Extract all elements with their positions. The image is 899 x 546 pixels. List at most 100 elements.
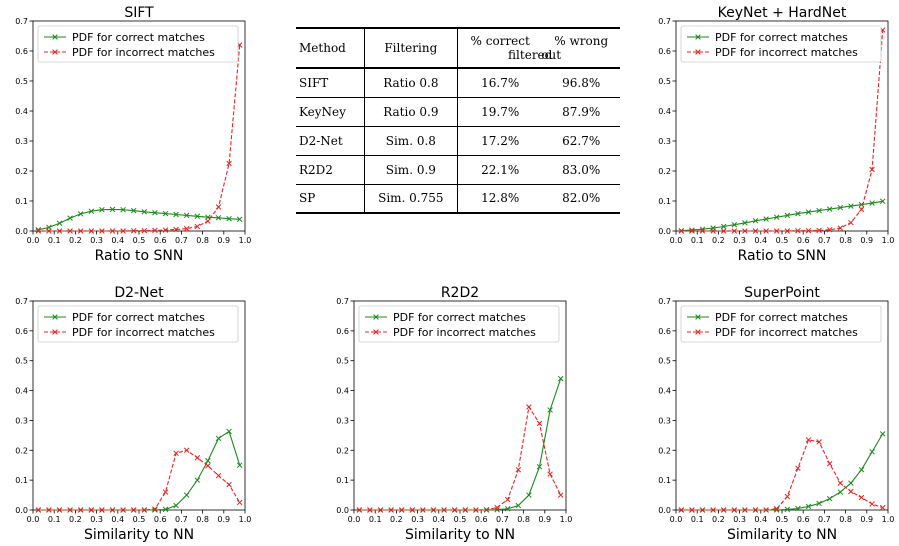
y-tick-label: 0.0	[15, 227, 28, 236]
legend-marker	[52, 329, 58, 335]
legend-item: PDF for incorrect matches	[687, 326, 858, 339]
data-point	[816, 439, 822, 445]
data-point	[67, 507, 73, 513]
y-tick-label: 0.4	[15, 387, 28, 396]
series-pdf-for-incorrect-matches	[678, 437, 886, 513]
series-line	[38, 430, 241, 511]
data-point	[205, 457, 211, 464]
x-tick-label: 0.2	[712, 515, 725, 524]
y-tick-label: 0.7	[658, 297, 671, 306]
data-point	[99, 507, 105, 513]
data-point	[152, 507, 158, 513]
x-tick-label: 0.7	[175, 236, 188, 245]
data-point	[152, 506, 158, 512]
legend-marker	[695, 34, 701, 40]
data-point	[152, 209, 158, 216]
cell-correct: 19.7%	[481, 104, 520, 119]
data-point	[88, 228, 95, 234]
data-point	[162, 227, 169, 233]
y-tick-label: 0.4	[658, 387, 671, 396]
legend-item: PDF for correct matches	[687, 311, 848, 324]
series-line	[38, 44, 241, 232]
y-tick-label: 0.7	[658, 17, 671, 26]
x-tick-label: 0.0	[348, 515, 361, 524]
legend-label: PDF for incorrect matches	[393, 326, 536, 339]
legend-label: PDF for incorrect matches	[715, 326, 858, 339]
data-point	[710, 228, 716, 234]
data-point	[699, 228, 706, 234]
x-tick-label: 0.5	[776, 515, 789, 524]
x-tick-label: 0.6	[154, 236, 167, 245]
header-wrong: % wrong out	[541, 28, 620, 68]
data-point	[130, 207, 137, 214]
cell-wrong: 87.9%	[562, 104, 601, 119]
data-point	[547, 471, 553, 477]
data-point	[388, 507, 394, 513]
header-filtering-text: Filtering	[384, 41, 438, 55]
data-point	[215, 204, 222, 210]
data-point	[858, 206, 865, 213]
data-point	[515, 502, 522, 509]
data-point	[226, 215, 232, 222]
x-axis-label: Similarity to NN	[727, 527, 837, 543]
x-tick-label: 0.1	[48, 515, 61, 524]
data-point	[752, 218, 759, 224]
chart-title: KeyNet + HardNet	[718, 5, 847, 21]
data-point	[710, 507, 716, 513]
x-tick-label: 0.8	[196, 515, 209, 524]
data-point	[205, 218, 211, 224]
data-point	[526, 492, 532, 498]
data-point	[56, 507, 63, 513]
data-point	[173, 226, 179, 233]
x-tick-label: 0.1	[369, 515, 382, 524]
data-point	[215, 215, 222, 221]
cell-correct: 17.2%	[481, 133, 520, 148]
y-tick-label: 0.2	[658, 167, 671, 176]
x-tick-label: 0.4	[111, 515, 124, 524]
x-tick-label: 0.0	[670, 236, 683, 245]
data-point	[183, 492, 190, 498]
series-line	[359, 405, 562, 511]
data-point	[805, 437, 812, 443]
data-point	[99, 206, 105, 213]
y-tick-label: 0.4	[15, 107, 28, 116]
y-tick-label: 0.6	[336, 327, 349, 336]
data-point	[805, 209, 812, 215]
header-method: Method	[296, 28, 365, 68]
x-tick-label: 0.1	[48, 236, 61, 245]
header-correct: % correct filtered	[457, 28, 553, 68]
legend: PDF for correct matches PDF for incorrect…	[358, 305, 560, 343]
data-point	[557, 375, 564, 382]
data-point	[720, 507, 727, 513]
data-point	[109, 206, 116, 213]
data-point	[805, 503, 812, 510]
x-tick-label: 0.8	[839, 236, 852, 245]
data-point	[173, 502, 179, 509]
x-tick-label: 0.2	[712, 236, 725, 245]
data-point	[56, 228, 63, 234]
data-point	[826, 227, 833, 233]
data-point	[869, 166, 875, 173]
y-tick-label: 0.6	[658, 327, 671, 336]
data-point	[494, 504, 500, 511]
y-tick-label: 0.7	[15, 297, 28, 306]
data-point	[678, 228, 685, 234]
data-point	[689, 507, 695, 513]
cell-wrong: 96.8%	[562, 75, 601, 90]
chart-panel-sift: 0.0 0.1 0.2 0.3 0.4 0.5 0.6 0.7 0.8 0.9 1.0 0.0 0.1 0…	[15, 5, 251, 264]
cell-filtering: Sim. 0.9	[364, 155, 458, 184]
y-tick-label: 0.3	[15, 137, 28, 146]
y-tick-label: 0.1	[658, 197, 671, 206]
y-tick-label: 0.2	[658, 446, 671, 455]
y-tick-label: 0.6	[15, 327, 28, 336]
legend-box	[37, 25, 239, 63]
data-point	[77, 507, 84, 513]
legend-marker	[52, 49, 58, 55]
data-point	[173, 211, 179, 218]
chart-title: D2-Net	[114, 285, 164, 301]
chart-panel-keynet-hardnet: 0.0 0.1 0.2 0.3 0.4 0.5 0.6 0.7 0.8 0.9 1.0 0.0 0.1 0…	[658, 5, 894, 264]
y-tick-label: 0.4	[336, 387, 349, 396]
data-point	[837, 489, 844, 495]
y-tick-label: 0.5	[15, 77, 28, 86]
